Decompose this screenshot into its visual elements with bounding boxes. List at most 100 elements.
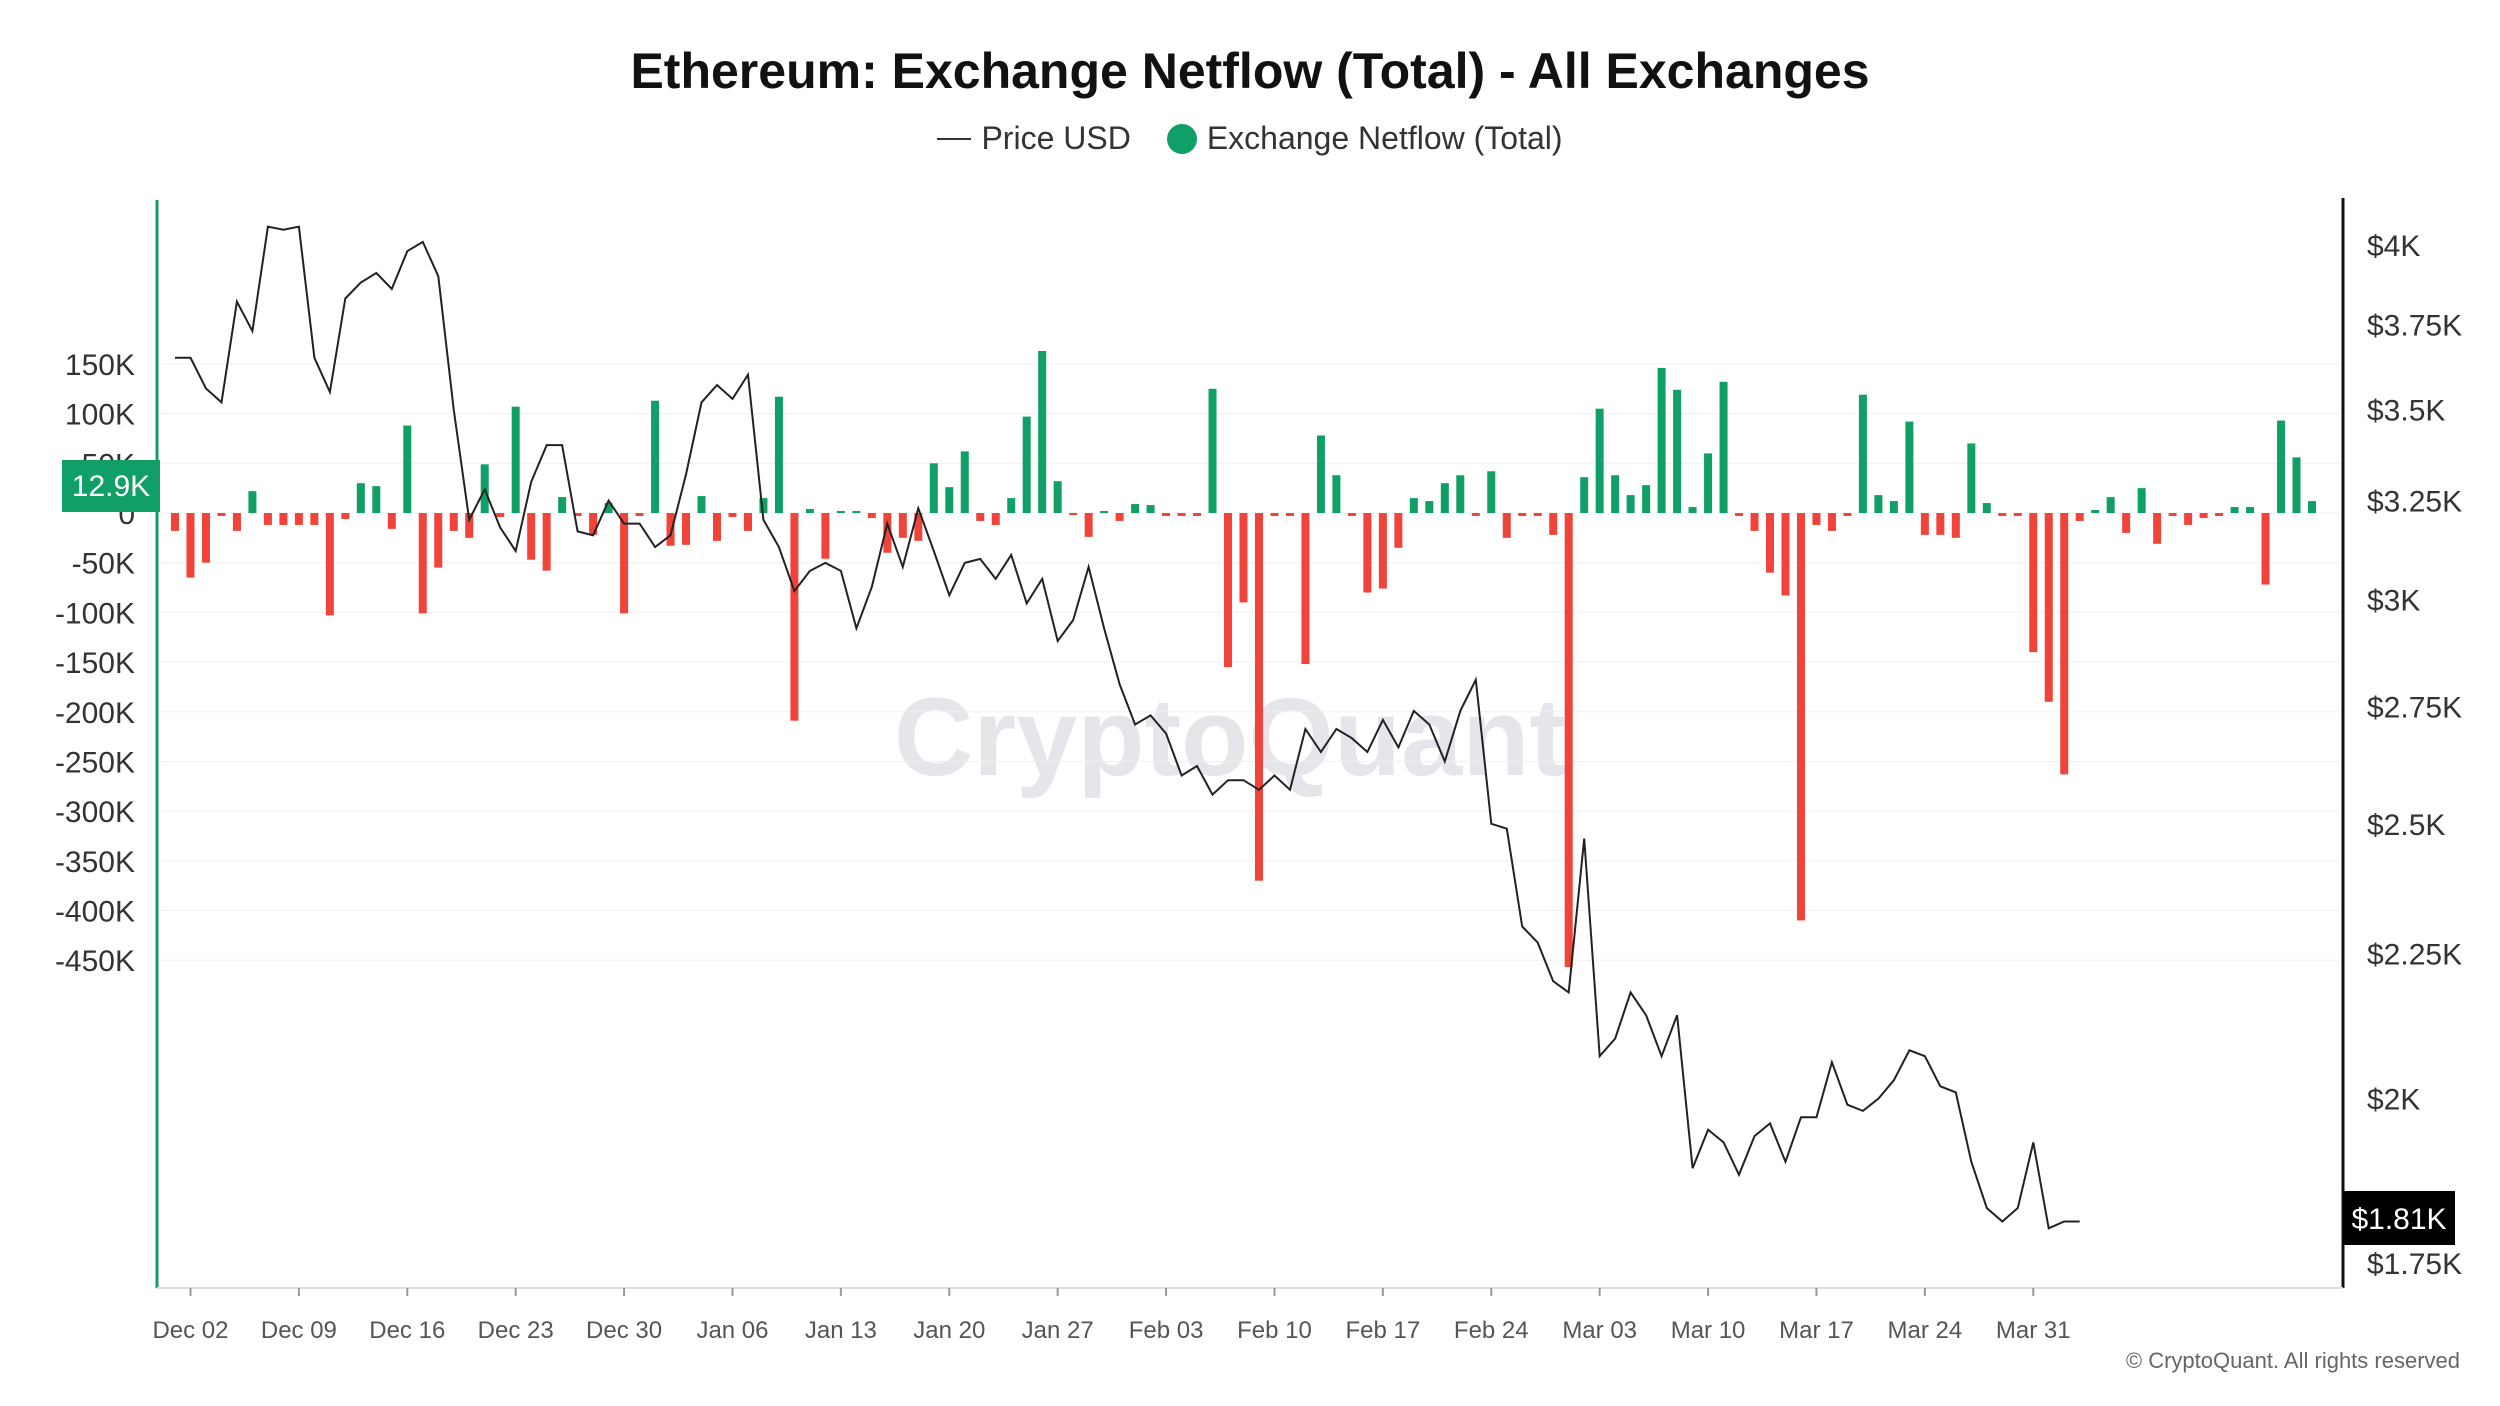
right-value-marker-label: $1.81K — [2351, 1203, 2446, 1236]
bar-outflow — [682, 513, 691, 545]
bar-inflow — [1595, 408, 1604, 513]
legend-label-price: Price USD — [981, 120, 1131, 156]
bar-inflow — [1626, 495, 1635, 513]
bar-outflow — [387, 513, 396, 529]
legend-item-price[interactable]: Price USD — [937, 120, 1131, 157]
right-tick-label: $3.25K — [2367, 486, 2462, 519]
legend-item-netflow[interactable]: Exchange Netflow (Total) — [1166, 120, 1563, 157]
bar-inflow — [651, 400, 660, 513]
bar-outflow — [2029, 513, 2038, 653]
left-value-marker-box — [62, 460, 160, 512]
bar-outflow — [542, 513, 551, 571]
bar-outflow — [2215, 513, 2224, 516]
bar-inflow — [960, 451, 969, 513]
bar-outflow — [1270, 513, 1279, 516]
bar-outflow — [1998, 513, 2007, 516]
bar-inflow — [1858, 394, 1867, 513]
right-axis-ticks: $4K $3.75K $3.5K $3.25K $3K $2.75K $2.5K $2.25K… — [2367, 230, 2462, 1281]
bar-inflow — [372, 486, 381, 513]
bar-inflow — [1967, 443, 1976, 513]
left-tick-label: -200K — [55, 697, 135, 730]
bar-outflow — [1301, 513, 1310, 665]
legend-label-netflow: Exchange Netflow (Total) — [1206, 120, 1563, 156]
bar-outflow — [2044, 513, 2053, 702]
bar-outflow — [1518, 513, 1527, 516]
bar-inflow — [2106, 497, 2115, 513]
bar-outflow — [2199, 513, 2208, 518]
bar-inflow — [1316, 435, 1325, 513]
bar-outflow — [976, 513, 985, 521]
price-line — [175, 225, 2080, 1230]
left-tick-label: -50K — [72, 548, 135, 581]
left-tick-label: 100K — [65, 399, 135, 432]
x-tick-label: Dec 16 — [369, 1317, 445, 1344]
bar-outflow — [527, 513, 536, 560]
bar-outflow — [2060, 513, 2069, 775]
bar-outflow — [790, 513, 799, 721]
bar-outflow — [465, 513, 474, 538]
bar-outflow — [1735, 513, 1744, 516]
bar-inflow — [2292, 457, 2301, 513]
bar-outflow — [341, 513, 350, 519]
bar-inflow — [1611, 475, 1620, 513]
bar-outflow — [991, 513, 1000, 525]
bar-outflow — [201, 513, 210, 563]
netflow-bars — [171, 351, 2316, 968]
bar-inflow — [1146, 505, 1155, 513]
bar-outflow — [1193, 513, 1202, 516]
bar-outflow — [496, 513, 505, 517]
bar-inflow — [403, 425, 412, 513]
x-tick-label: Dec 09 — [261, 1317, 337, 1344]
left-value-marker-label: 12.9K — [72, 470, 150, 503]
x-tick-label: Feb 10 — [1237, 1317, 1312, 1344]
x-tick-label: Mar 17 — [1779, 1317, 1854, 1344]
bar-inflow — [774, 396, 783, 513]
bar-outflow — [589, 513, 598, 535]
bar-outflow — [2261, 513, 2270, 585]
bar-outflow — [1471, 513, 1480, 516]
right-value-marker-box — [2343, 1191, 2455, 1245]
bar-outflow — [1378, 513, 1387, 589]
bar-inflow — [1038, 351, 1047, 513]
x-tick-label: Dec 30 — [586, 1317, 662, 1344]
bar-outflow — [1951, 513, 1960, 538]
bar-inflow — [1440, 483, 1449, 513]
bar-outflow — [1162, 513, 1171, 516]
bar-outflow — [743, 513, 752, 531]
left-tick-label: -150K — [55, 647, 135, 680]
left-value-marker: 12.9K — [62, 460, 160, 512]
bar-outflow — [635, 513, 644, 516]
bar-inflow — [759, 498, 768, 513]
bar-inflow — [2246, 507, 2255, 513]
left-tick-label: -300K — [55, 796, 135, 829]
bar-outflow — [217, 513, 226, 516]
left-axis-ticks: 150K100K50K0-50K-100K-150K-200K-250K-300… — [55, 349, 135, 978]
legend: Price USD Exchange Netflow (Total) — [0, 120, 2500, 157]
bar-inflow — [1409, 498, 1418, 513]
legend-dot-swatch — [1166, 123, 1197, 154]
bar-inflow — [1874, 495, 1883, 513]
x-tick-label: Jan 06 — [696, 1317, 768, 1344]
x-tick-label: Mar 31 — [1996, 1317, 2071, 1344]
right-tick-label: $2.75K — [2367, 691, 2462, 724]
bar-inflow — [697, 496, 706, 513]
bar-inflow — [1022, 416, 1031, 513]
x-tick-label: Jan 13 — [805, 1317, 877, 1344]
bar-inflow — [2277, 420, 2286, 513]
bar-outflow — [821, 513, 830, 559]
legend-line-swatch — [937, 137, 972, 140]
bar-outflow — [1084, 513, 1093, 537]
bar-outflow — [867, 513, 876, 518]
x-tick-label: Jan 27 — [1022, 1317, 1094, 1344]
bar-inflow — [1425, 501, 1434, 513]
bar-outflow — [294, 513, 303, 525]
bar-outflow — [1549, 513, 1558, 535]
bar-outflow — [325, 513, 334, 616]
bar-outflow — [2153, 513, 2162, 544]
bar-inflow — [836, 511, 845, 514]
gridlines — [160, 363, 2340, 961]
left-tick-label: -100K — [55, 597, 135, 630]
bar-outflow — [186, 513, 195, 578]
copyright-notice: © CryptoQuant. All rights reserved — [2125, 1348, 2460, 1373]
bar-outflow — [2013, 513, 2022, 516]
